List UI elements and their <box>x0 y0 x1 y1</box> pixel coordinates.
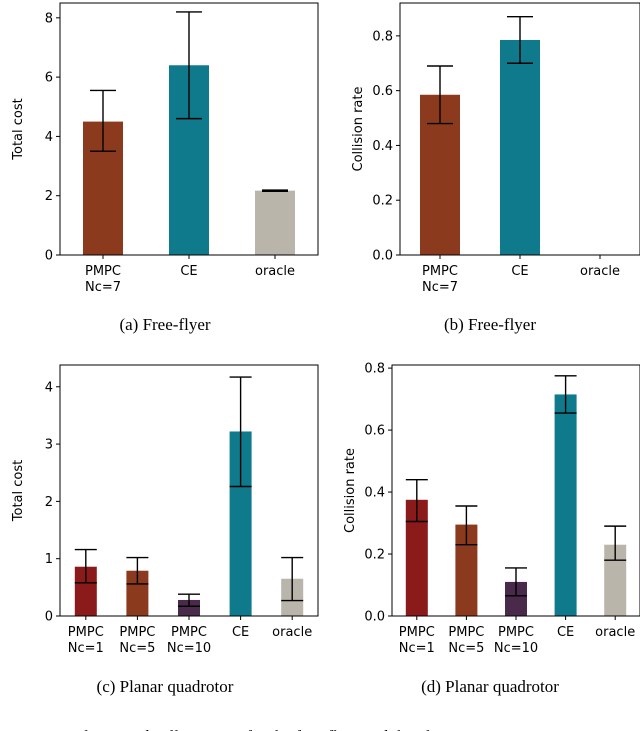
x-tick-label: Nc=1 <box>399 641 435 656</box>
bar <box>405 499 428 616</box>
x-tick-label: PMPC <box>498 625 534 640</box>
y-tick-label: 4 <box>45 380 53 395</box>
bar <box>229 431 252 616</box>
y-axis-label: Total cost <box>11 460 26 522</box>
x-tick-label: Nc=7 <box>85 280 121 295</box>
x-tick-label: Nc=1 <box>68 641 104 656</box>
y-axis-label: Collision rate <box>343 448 358 533</box>
bar <box>505 581 527 616</box>
x-tick-label: oracle <box>272 625 312 640</box>
x-tick-label: PMPC <box>68 625 104 640</box>
x-tick-label: Nc=5 <box>448 641 484 656</box>
y-tick-label: 8 <box>45 11 53 26</box>
x-tick-label: PMPC <box>448 625 484 640</box>
x-tick-label: PMPC <box>422 264 458 279</box>
x-tick-label: Nc=7 <box>422 280 458 295</box>
y-tick-label: 0.0 <box>364 610 385 625</box>
y-tick-label: 0 <box>45 610 53 625</box>
x-tick-label: CE <box>232 625 249 640</box>
y-tick-label: 0.2 <box>372 194 393 209</box>
x-tick-label: Nc=5 <box>119 641 155 656</box>
bar <box>74 566 97 616</box>
figure-caption: Fig. 1: Total cost and collision rate fo… <box>6 727 460 731</box>
bar <box>178 599 200 616</box>
x-tick-label: PMPC <box>85 264 121 279</box>
panel-caption: (c) Planar quadrotor <box>97 677 234 696</box>
y-tick-label: 0.8 <box>364 362 385 377</box>
y-tick-label: 0.0 <box>372 249 393 264</box>
y-tick-label: 0.6 <box>372 84 393 99</box>
x-tick-label: oracle <box>595 625 635 640</box>
panel-caption: (b) Free-flyer <box>444 315 536 334</box>
x-tick-label: CE <box>557 625 574 640</box>
y-tick-label: 0.4 <box>372 139 393 154</box>
bar <box>255 190 295 255</box>
bar <box>554 394 577 616</box>
y-tick-label: 0.6 <box>364 424 385 439</box>
x-tick-label: Nc=10 <box>494 641 538 656</box>
x-tick-label: CE <box>180 264 197 279</box>
y-tick-label: 0.2 <box>364 548 385 563</box>
x-tick-label: CE <box>511 264 528 279</box>
panel-caption: (d) Planar quadrotor <box>421 677 559 696</box>
x-tick-label: Nc=10 <box>167 641 211 656</box>
panel-caption: (a) Free-flyer <box>119 315 210 334</box>
y-tick-label: 0.8 <box>372 29 393 44</box>
x-tick-label: PMPC <box>399 625 435 640</box>
bar <box>126 570 149 616</box>
y-tick-label: 2 <box>45 189 53 204</box>
bar <box>604 544 627 616</box>
y-tick-label: 0 <box>45 249 53 264</box>
x-tick-label: PMPC <box>171 625 207 640</box>
x-tick-label: PMPC <box>119 625 155 640</box>
y-tick-label: 3 <box>45 438 53 453</box>
bar <box>455 524 478 616</box>
x-tick-label: oracle <box>255 264 295 279</box>
x-tick-label: oracle <box>580 264 620 279</box>
y-tick-label: 0.4 <box>364 486 385 501</box>
y-tick-label: 4 <box>45 130 53 145</box>
bar <box>500 39 540 256</box>
y-tick-label: 2 <box>45 495 53 510</box>
y-axis-label: Total cost <box>11 98 26 160</box>
y-tick-label: 6 <box>45 71 53 86</box>
axes-frame <box>59 364 319 617</box>
y-axis-label: Collision rate <box>351 87 366 172</box>
y-tick-label: 1 <box>45 552 53 567</box>
chart-panel-3: 0.00.20.40.60.8PMPCNc=1PMPCNc=5PMPCNc=10… <box>343 362 640 696</box>
